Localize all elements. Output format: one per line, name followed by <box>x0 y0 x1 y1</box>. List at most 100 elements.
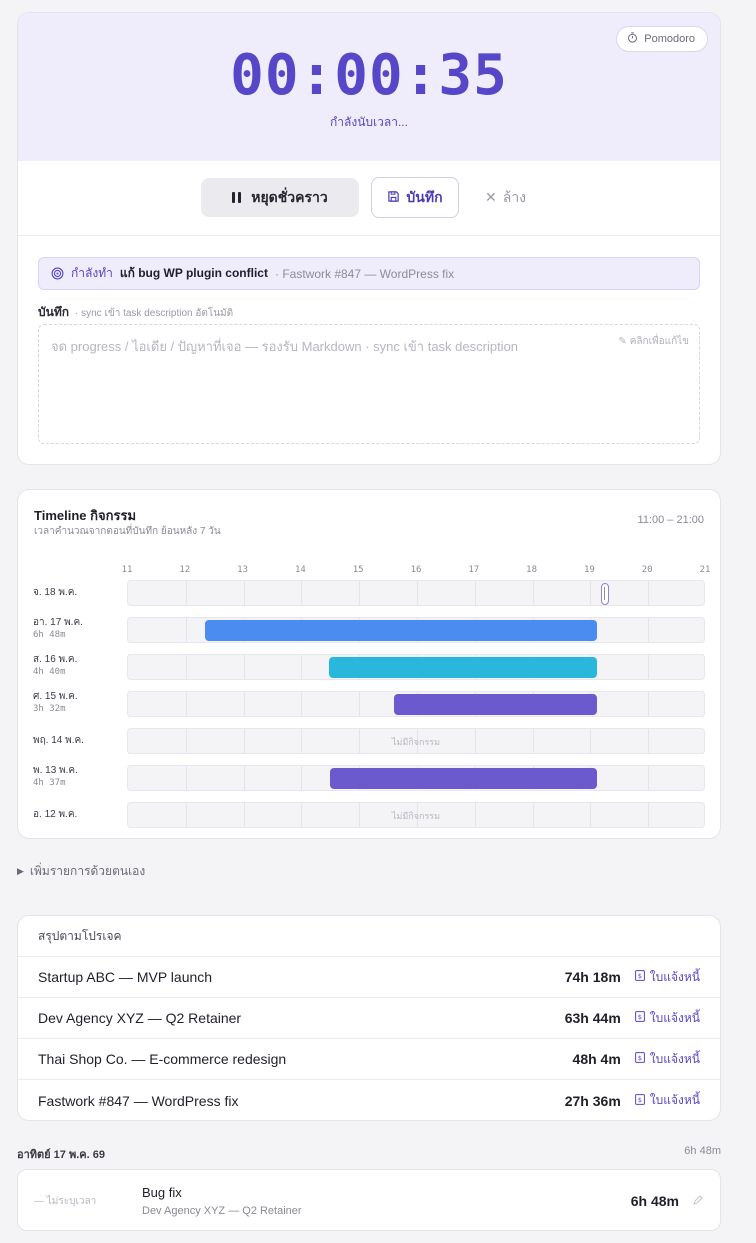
summary-project-name: Dev Agency XYZ — Q2 Retainer <box>38 1010 242 1026</box>
timer-controls: หยุดชั่วคราว บันทึก ✕ ล้าง <box>18 161 720 236</box>
pause-button[interactable]: หยุดชั่วคราว <box>201 178 359 217</box>
save-icon <box>387 190 400 206</box>
current-task-prefix: กำลังทำ <box>71 266 113 280</box>
summary-project-name: Fastwork #847 — WordPress fix <box>38 1092 239 1109</box>
day-total: 6h 48m <box>684 1145 721 1157</box>
gridline <box>648 618 650 642</box>
empty-activity-text: ไม่มีกิจกรรม <box>391 737 441 747</box>
activity-bar[interactable] <box>204 620 598 641</box>
timer-header: Pomodoro 00:00:35 กำลังนับเวลา... <box>18 13 720 161</box>
day-header: อาทิตย์ 17 พ.ค. 69 6h 48m <box>17 1145 721 1163</box>
activity-bar[interactable] <box>330 768 598 789</box>
invoice-label: ใบแจ้งหนี้ <box>649 969 700 984</box>
timeline-row: อา. 17 พ.ค. 6h 48m <box>18 616 720 644</box>
gridline <box>648 766 650 790</box>
summary-row: Dev Agency XYZ — Q2 Retainer 63h 44m $ ใบแจ… <box>18 998 720 1039</box>
pomodoro-button[interactable]: Pomodoro <box>616 26 708 52</box>
activity-bar[interactable] <box>328 657 598 678</box>
hour-label: 11 <box>121 565 133 575</box>
invoice-label: ใบแจ้งหนี้ <box>649 1051 700 1066</box>
invoice-link[interactable]: $ ใบแจ้งหนี้ <box>634 1009 700 1028</box>
gridline <box>590 729 592 753</box>
pause-label: หยุดชั่วคราว <box>251 188 328 205</box>
pencil-icon[interactable] <box>692 1194 704 1206</box>
summary-row: Fastwork #847 — WordPress fix 27h 36m $ ใบแ… <box>18 1080 720 1120</box>
timeline-row-duration: 4h 40m <box>33 667 66 677</box>
notes-edit-hint[interactable]: ✎ คลิกเพื่อแก้ไข <box>618 334 689 349</box>
timeline-track <box>127 691 705 717</box>
timeline-track: ไม่มีกิจกรรม <box>127 802 705 828</box>
invoice-link[interactable]: $ ใบแจ้งหนี้ <box>634 1050 700 1069</box>
summary-project-hours: 63h 44m <box>564 1010 621 1026</box>
summary-title: สรุปตามโปรเจค <box>18 916 720 957</box>
timeline-row-date: ศ. 15 พ.ค. <box>33 691 78 702</box>
invoice-link[interactable]: $ ใบแจ้งหนี้ <box>634 968 700 987</box>
invoice-icon: $ <box>634 1052 645 1066</box>
pencil-icon: ✎ <box>618 336 627 347</box>
timeline-row-label: ศ. 15 พ.ค. 3h 32m <box>33 690 123 716</box>
clear-button[interactable]: ✕ ล้าง <box>481 179 530 216</box>
caret-right-icon: ▶ <box>17 866 24 876</box>
invoice-link[interactable]: $ ใบแจ้งหนี้ <box>634 1091 700 1110</box>
save-button[interactable]: บันทึก <box>371 177 459 218</box>
gridline <box>301 692 303 716</box>
manual-add-toggle[interactable]: ▶ เพิ่มรายการด้วยตนเอง <box>17 862 145 881</box>
gridline <box>301 655 303 679</box>
timeline-card: Timeline กิจกรรม เวลาคำนวณจากตอนที่บันทึ… <box>17 489 721 839</box>
time-entry[interactable]: — ไม่ระบุเวลา Bug fix Dev Agency XYZ — Q… <box>17 1169 721 1231</box>
summary-project-hours: 27h 36m <box>564 1092 621 1109</box>
summary-project-name: Startup ABC — MVP launch <box>38 969 213 985</box>
empty-activity-text: ไม่มีกิจกรรม <box>391 811 441 821</box>
timeline-row-date: พฤ. 14 พ.ค. <box>33 735 84 746</box>
gridline <box>185 581 187 605</box>
hour-label: 20 <box>641 565 653 575</box>
notes-editor[interactable]: จด progress / ไอเดีย / ปัญหาที่เจอ — รอง… <box>38 324 700 444</box>
notes-label: บันทึก · sync เข้า task description อัตโ… <box>38 303 233 322</box>
timer-card: Pomodoro 00:00:35 กำลังนับเวลา... หยุดชั… <box>17 12 721 465</box>
activity-bar[interactable] <box>393 694 598 715</box>
invoice-label: ใบแจ้งหนี้ <box>649 1093 700 1107</box>
timer-status: กำลังนับเวลา... <box>330 115 408 129</box>
gridline <box>185 766 187 790</box>
current-task-project: · Fastwork #847 — WordPress fix <box>274 266 455 281</box>
invoice-icon: $ <box>634 1093 645 1108</box>
hour-label: 16 <box>410 565 422 575</box>
gridline <box>243 655 245 679</box>
gridline <box>648 729 650 753</box>
timeline-row-date: พ. 13 พ.ค. <box>33 765 78 776</box>
current-task-name: แก้ bug WP plugin conflict <box>119 266 268 280</box>
hour-label: 19 <box>583 565 595 575</box>
timeline-track <box>127 617 705 643</box>
summary-row: Startup ABC — MVP launch 74h 18m $ ใบแจ้งหน… <box>18 957 720 998</box>
gridline <box>185 729 187 753</box>
svg-text:$: $ <box>638 1054 642 1062</box>
gridline <box>648 655 650 679</box>
gridline <box>474 803 476 827</box>
timeline-title: Timeline กิจกรรม <box>34 508 137 523</box>
gridline <box>532 803 534 827</box>
timeline-row: จ. 18 พ.ค. <box>18 579 720 607</box>
timeline-row-duration: 3h 32m <box>33 704 66 714</box>
timeline-row-label: จ. 18 พ.ค. <box>33 586 123 599</box>
gridline <box>301 581 303 605</box>
timeline-track <box>127 765 705 791</box>
timeline-row: อ. 12 พ.ค. ไม่มีกิจกรรม <box>18 801 720 829</box>
hour-label: 15 <box>352 565 364 575</box>
current-task-banner: กำลังทำ แก้ bug WP plugin conflict · Fas… <box>38 257 700 290</box>
save-label: บันทึก <box>406 188 443 205</box>
gridline <box>185 655 187 679</box>
timeline-row-label: พฤ. 14 พ.ค. <box>33 734 123 747</box>
gridline <box>243 692 245 716</box>
gridline <box>243 803 245 827</box>
day-date: อาทิตย์ 17 พ.ค. 69 <box>17 1149 105 1161</box>
gridline <box>359 692 361 716</box>
hour-label: 12 <box>179 565 191 575</box>
timeline-row-label: อา. 17 พ.ค. 6h 48m <box>33 616 123 642</box>
summary-project-hours: 48h 4m <box>572 1051 621 1067</box>
timer-icon <box>627 32 638 46</box>
summary-row: Thai Shop Co. — E-commerce redesign 48h 4… <box>18 1039 720 1080</box>
current-time-marker <box>600 583 609 605</box>
gridline <box>474 581 476 605</box>
timeline-row: ศ. 15 พ.ค. 3h 32m <box>18 690 720 718</box>
timeline-row: พฤ. 14 พ.ค. ไม่มีกิจกรรม <box>18 727 720 755</box>
